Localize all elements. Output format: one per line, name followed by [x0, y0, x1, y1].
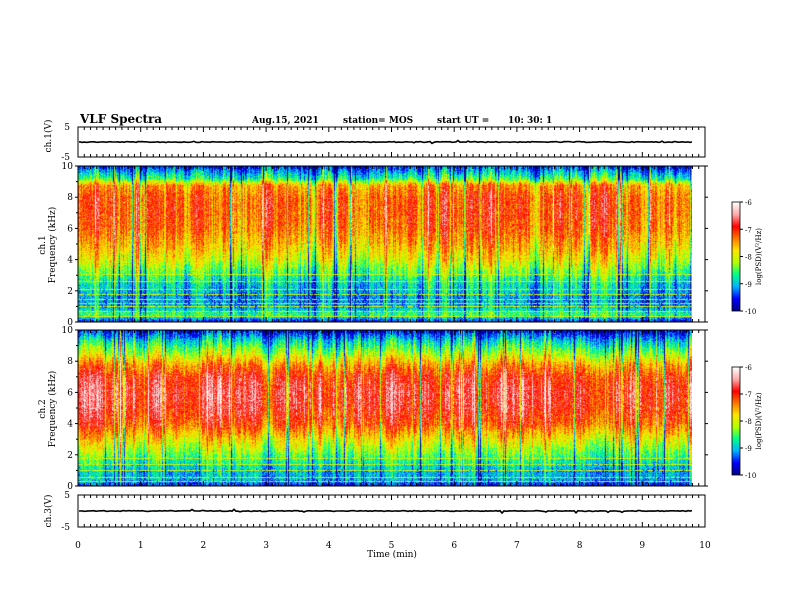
- x-tick-label: 8: [577, 541, 583, 551]
- ch1-freq-ylabel: Frequency (kHz): [47, 207, 58, 284]
- x-axis: 0 1 2 3 4 5 6 7 8 9 10: [75, 541, 711, 551]
- ch1-waveform-panel: 5 -5: [61, 123, 706, 163]
- y-tick-label: 10: [62, 326, 74, 336]
- ch2-colorbar-gradient: [732, 367, 740, 475]
- x-tick-label: 7: [514, 541, 520, 551]
- ch2-spectrogram-panel: 0 2 4 6 8 10: [62, 326, 708, 492]
- waveform-trace: [79, 508, 693, 515]
- colorbar-tick-label: -6: [745, 364, 752, 372]
- y-tick-label: 8: [67, 357, 73, 367]
- y-tick-label: 6: [67, 224, 73, 234]
- ch1-spectrogram-image: [78, 166, 692, 322]
- y-tick-label: 4: [67, 256, 73, 266]
- ch1-colorbar-gradient: [732, 202, 740, 311]
- x-tick-label: 10: [699, 541, 711, 551]
- x-tick-label: 1: [138, 541, 144, 551]
- start-time: 10: 30: 1: [508, 116, 552, 126]
- start-label: start UT =: [437, 116, 489, 126]
- colorbar-tick-label: -8: [745, 254, 752, 262]
- station-label: station= MOS: [343, 116, 413, 126]
- y-tick-label: 2: [67, 287, 73, 297]
- colorbar-tick-label: -6: [745, 199, 752, 207]
- colorbar-tick-label: -7: [745, 226, 752, 234]
- y-tick-label: 5: [64, 491, 70, 501]
- ch2-colorbar: -6 -7 -8 -9 -10 log(PSD)(V²/Hz): [731, 364, 763, 480]
- y-tick-label: -5: [61, 523, 70, 533]
- chart-title: VLF Spectra: [79, 112, 162, 126]
- waveform-trace: [78, 139, 693, 145]
- ch1-channel-label: ch.1: [38, 235, 48, 254]
- y-tick-label: 8: [67, 193, 73, 203]
- x-tick-label: 6: [451, 541, 457, 551]
- ch2-spectrogram-image: [78, 330, 692, 486]
- y-tick-label: 5: [64, 123, 70, 133]
- colorbar-label: log(PSD)(V²/Hz): [755, 228, 763, 285]
- colorbar-tick-label: -10: [745, 472, 756, 480]
- x-tick-label: 0: [75, 541, 81, 551]
- colorbar-tick-label: -10: [745, 308, 756, 316]
- x-tick-label: 9: [639, 541, 645, 551]
- y-tick-label: -5: [61, 153, 70, 163]
- y-tick-label: 2: [67, 451, 73, 461]
- colorbar-tick-label: -9: [745, 445, 752, 453]
- x-tick-label: 3: [263, 541, 269, 551]
- x-tick-label: 2: [201, 541, 207, 551]
- ch3-waveform-ylabel: ch.3(V): [43, 495, 54, 528]
- y-tick-label: 0: [67, 482, 73, 492]
- ch1-waveform-ylabel: ch.1(V): [43, 120, 54, 153]
- colorbar-label: log(PSD)(V²/Hz): [755, 392, 763, 449]
- ch1-spectrogram-panel: 0 2 4 6 8 10: [62, 162, 708, 328]
- ch2-channel-label: ch.2: [38, 399, 48, 418]
- y-tick-label: 4: [67, 420, 73, 430]
- ch1-colorbar: -6 -7 -8 -9 -10 log(PSD)(V²/Hz): [731, 199, 763, 316]
- y-tick-label: 6: [67, 388, 73, 398]
- ch3-waveform-panel: 5 -5: [61, 491, 706, 533]
- colorbar-tick-label: -7: [745, 391, 752, 399]
- colorbar-tick-label: -8: [745, 418, 752, 426]
- x-tick-label: 5: [389, 541, 395, 551]
- y-tick-label: 10: [62, 162, 74, 172]
- colorbar-tick-label: -9: [745, 281, 752, 289]
- ch2-freq-ylabel: Frequency (kHz): [47, 371, 58, 448]
- y-tick-label: 0: [67, 318, 73, 328]
- x-tick-label: 4: [326, 541, 332, 551]
- date-label: Aug.15, 2021: [251, 116, 319, 126]
- x-axis-label: Time (min): [367, 549, 417, 560]
